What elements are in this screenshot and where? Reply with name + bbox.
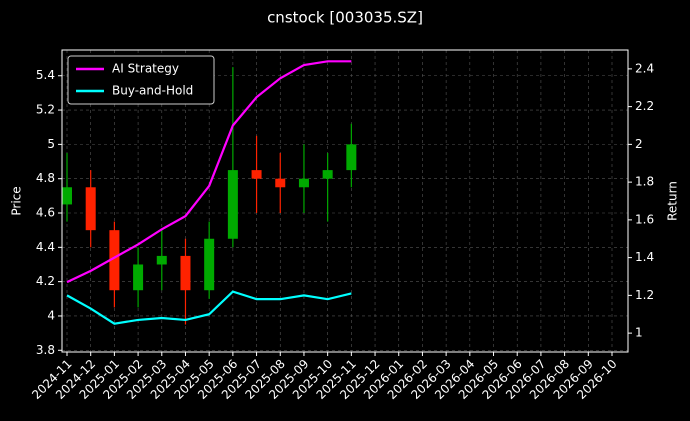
- y2-tick-label: 1.4: [635, 250, 654, 264]
- y2-tick-label: 1.2: [635, 288, 654, 302]
- candle-body: [227, 170, 238, 239]
- y2-axis-label: Return: [666, 181, 680, 221]
- candle-body: [251, 170, 262, 179]
- candle-body: [180, 255, 191, 291]
- y-tick-label: 4.2: [36, 274, 55, 288]
- candle-body: [322, 170, 333, 179]
- legend-label: AI Strategy: [112, 62, 179, 76]
- y-axis-label: Price: [10, 186, 24, 215]
- candle-body: [298, 178, 309, 188]
- y2-tick-label: 2.4: [635, 61, 654, 75]
- candle-body: [275, 178, 286, 188]
- candle-body: [204, 238, 215, 291]
- y-tick-label: 4.4: [36, 240, 55, 254]
- y2-tick-label: 2: [635, 137, 643, 151]
- legend-box: [67, 55, 215, 105]
- y2-tick-label: 1: [635, 326, 643, 340]
- y-tick-label: 4.6: [36, 206, 55, 220]
- line-series: [66, 290, 352, 325]
- plot-frame: [61, 49, 629, 353]
- y-tick-label: 5: [47, 137, 55, 151]
- candle-body: [133, 264, 144, 291]
- candle-body: [156, 255, 167, 265]
- y-tick-label: 4.8: [36, 171, 55, 185]
- y2-tick-label: 1.6: [635, 212, 654, 226]
- line-series: [66, 60, 352, 284]
- candle-body: [346, 144, 357, 171]
- y-tick-label: 4: [47, 308, 55, 322]
- candle-body: [62, 187, 72, 205]
- y-tick-label: 5.2: [36, 103, 55, 117]
- legend-label: Buy-and-Hold: [112, 84, 193, 98]
- y2-tick-label: 1.8: [635, 175, 654, 189]
- y2-tick-label: 2.2: [635, 99, 654, 113]
- y-tick-label: 3.8: [36, 343, 55, 357]
- candle-body: [109, 230, 120, 291]
- y-tick-label: 5.4: [36, 68, 55, 82]
- chart-title: cnstock [003035.SZ]: [267, 9, 423, 27]
- candle-body: [85, 187, 96, 231]
